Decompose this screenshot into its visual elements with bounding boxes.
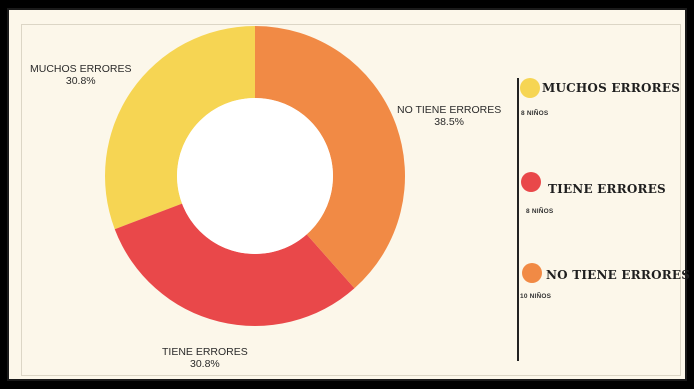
slice-label-muchos-errores-percent: 30.8% [65,75,96,87]
legend-label-no-tiene-errores: NO TIENE ERRORES [546,268,691,282]
legend-count-no-tiene-errores: 10 NIÑOS [520,293,552,300]
legend-count-tiene-errores: 8 NIÑOS [526,208,554,215]
legend-swatch-muchos-errores [520,78,540,98]
slice-label-tiene-errores-name: TIENE ERRORES [162,346,248,358]
slice-tiene-errores [114,203,355,326]
legend-swatch-tiene-errores [521,172,541,192]
slice-no-tiene-errores [255,26,406,289]
slice-muchos-errores [104,26,255,230]
chart-inner-border [21,24,681,376]
slice-label-muchos-errores: MUCHOS ERRORES 30.8% [30,63,132,87]
donut-hole [177,98,333,254]
slice-label-muchos-errores-name: MUCHOS ERRORES [30,63,132,75]
slice-label-no-tiene-errores-percent: 38.5% [434,116,465,128]
legend-divider [517,78,519,361]
slice-label-tiene-errores: TIENE ERRORES 30.8% [162,346,248,370]
legend-label-muchos-errores: MUCHOS ERRORES [542,81,681,95]
legend-swatch-no-tiene-errores [522,263,542,283]
slice-label-no-tiene-errores: NO TIENE ERRORES 38.5% [397,104,501,128]
slice-label-no-tiene-errores-name: NO TIENE ERRORES [397,104,502,116]
legend-label-tiene-errores: TIENE ERRORES [548,182,666,196]
slice-label-tiene-errores-percent: 30.8% [189,358,220,370]
legend-count-muchos-errores: 8 NIÑOS [521,110,549,117]
